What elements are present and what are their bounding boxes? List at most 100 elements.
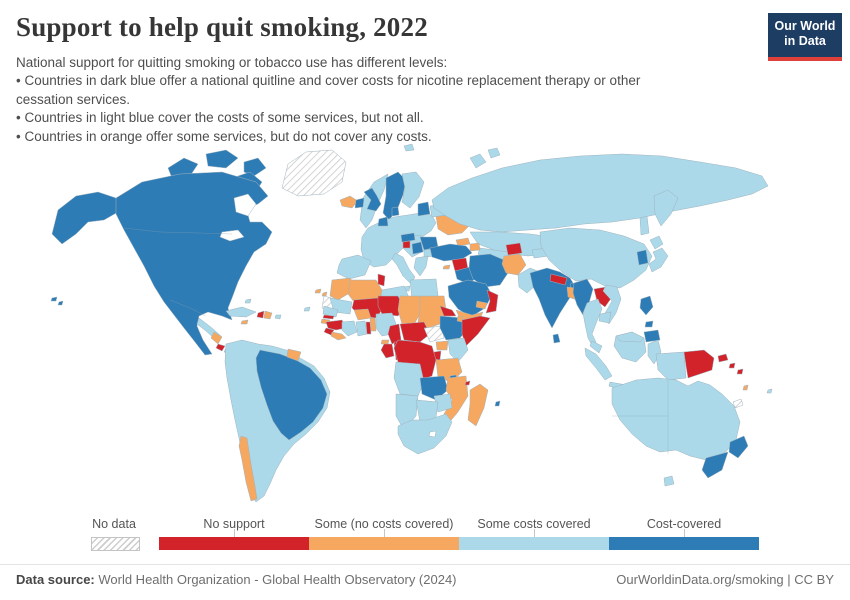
map-region[interactable] bbox=[582, 298, 603, 350]
map-region[interactable] bbox=[447, 279, 493, 318]
map-region[interactable] bbox=[552, 333, 561, 344]
map-region[interactable] bbox=[281, 149, 347, 197]
map-region[interactable] bbox=[442, 264, 451, 270]
map-region[interactable] bbox=[701, 451, 729, 479]
map-region[interactable] bbox=[467, 383, 489, 427]
map-region[interactable] bbox=[615, 331, 645, 343]
map-region[interactable] bbox=[417, 201, 431, 217]
map-region[interactable] bbox=[244, 298, 252, 304]
world-choropleth-map[interactable] bbox=[0, 138, 850, 518]
map-region[interactable] bbox=[215, 343, 226, 352]
map-region[interactable] bbox=[435, 340, 449, 351]
map-region[interactable] bbox=[240, 319, 249, 325]
map-region[interactable] bbox=[417, 295, 447, 329]
legend-swatch-no-data[interactable] bbox=[91, 537, 140, 551]
map-region[interactable] bbox=[377, 216, 389, 227]
map-region[interactable] bbox=[393, 361, 425, 397]
map-region[interactable] bbox=[549, 273, 568, 286]
map-region[interactable] bbox=[411, 241, 424, 255]
map-region[interactable] bbox=[643, 329, 661, 343]
map-region[interactable] bbox=[377, 273, 386, 287]
map-region[interactable] bbox=[325, 319, 347, 331]
map-region[interactable] bbox=[423, 325, 445, 343]
map-region[interactable] bbox=[644, 320, 654, 328]
license-link[interactable]: OurWorldinData.org/smoking | CC BY bbox=[616, 572, 834, 587]
map-region[interactable] bbox=[341, 320, 358, 337]
map-region[interactable] bbox=[728, 362, 736, 369]
map-region[interactable] bbox=[391, 206, 400, 217]
map-region[interactable] bbox=[353, 308, 372, 321]
map-region[interactable] bbox=[487, 147, 501, 159]
map-region[interactable] bbox=[639, 215, 650, 236]
map-region[interactable] bbox=[314, 288, 322, 294]
map-region[interactable] bbox=[469, 242, 481, 252]
map-region[interactable] bbox=[402, 240, 411, 249]
legend-swatch-no-support[interactable] bbox=[159, 537, 309, 550]
map-region[interactable] bbox=[413, 255, 429, 277]
map-region[interactable] bbox=[115, 171, 273, 356]
map-region[interactable] bbox=[655, 351, 687, 381]
map-region[interactable] bbox=[663, 475, 675, 487]
map-region[interactable] bbox=[336, 254, 372, 280]
map-region[interactable] bbox=[639, 295, 654, 316]
map-region[interactable] bbox=[225, 306, 257, 318]
map-region[interactable] bbox=[431, 153, 769, 233]
map-region[interactable] bbox=[717, 353, 729, 363]
map-region[interactable] bbox=[742, 384, 749, 391]
map-region[interactable] bbox=[468, 253, 509, 288]
map-region[interactable] bbox=[256, 310, 265, 319]
map-region[interactable] bbox=[322, 314, 335, 320]
map-region[interactable] bbox=[330, 331, 347, 341]
map-region[interactable] bbox=[461, 315, 491, 347]
map-region[interactable] bbox=[365, 321, 372, 335]
map-region[interactable] bbox=[653, 189, 679, 227]
map-region[interactable] bbox=[321, 291, 328, 297]
map-region[interactable] bbox=[399, 321, 431, 343]
map-region[interactable] bbox=[255, 349, 328, 441]
map-region[interactable] bbox=[636, 249, 649, 266]
map-region[interactable] bbox=[339, 195, 359, 209]
map-region[interactable] bbox=[401, 171, 425, 209]
map-region[interactable] bbox=[469, 153, 487, 169]
legend-swatch-cost-covered[interactable] bbox=[609, 537, 759, 550]
map-region[interactable] bbox=[363, 187, 382, 212]
map-region[interactable] bbox=[397, 413, 453, 455]
map-region[interactable] bbox=[274, 314, 282, 320]
map-region[interactable] bbox=[403, 143, 415, 152]
map-region[interactable] bbox=[589, 340, 603, 354]
map-region[interactable] bbox=[377, 295, 405, 317]
map-region[interactable] bbox=[50, 296, 58, 302]
legend-swatch-some-costs[interactable] bbox=[459, 537, 609, 550]
map-region[interactable] bbox=[584, 347, 613, 381]
map-region[interactable] bbox=[475, 300, 488, 310]
map-region[interactable] bbox=[380, 339, 390, 345]
map-region[interactable] bbox=[303, 306, 311, 312]
map-region[interactable] bbox=[439, 305, 457, 317]
map-region[interactable] bbox=[732, 398, 744, 409]
map-region[interactable] bbox=[464, 380, 471, 386]
map-region[interactable] bbox=[238, 435, 258, 502]
map-region[interactable] bbox=[728, 435, 749, 459]
owid-logo[interactable]: Our World in Data bbox=[768, 13, 842, 61]
map-region[interactable] bbox=[354, 197, 365, 209]
map-region[interactable] bbox=[369, 317, 377, 332]
map-region[interactable] bbox=[485, 289, 499, 314]
map-region[interactable] bbox=[391, 252, 416, 285]
map-region[interactable] bbox=[57, 300, 64, 306]
map-region[interactable] bbox=[447, 337, 469, 363]
map-region[interactable] bbox=[205, 149, 239, 169]
map-region[interactable] bbox=[501, 253, 527, 276]
map-region[interactable] bbox=[286, 348, 302, 362]
map-region[interactable] bbox=[380, 343, 395, 359]
map-region[interactable] bbox=[598, 311, 612, 324]
map-region[interactable] bbox=[400, 232, 416, 243]
map-region[interactable] bbox=[263, 310, 273, 320]
map-region[interactable] bbox=[505, 242, 523, 256]
map-region[interactable] bbox=[494, 400, 501, 407]
legend-swatch-some-no-costs[interactable] bbox=[309, 537, 459, 550]
map-region[interactable] bbox=[648, 247, 669, 273]
map-region[interactable] bbox=[766, 388, 773, 394]
map-region[interactable] bbox=[649, 235, 664, 250]
map-region[interactable] bbox=[611, 377, 741, 461]
map-region[interactable] bbox=[355, 320, 368, 337]
